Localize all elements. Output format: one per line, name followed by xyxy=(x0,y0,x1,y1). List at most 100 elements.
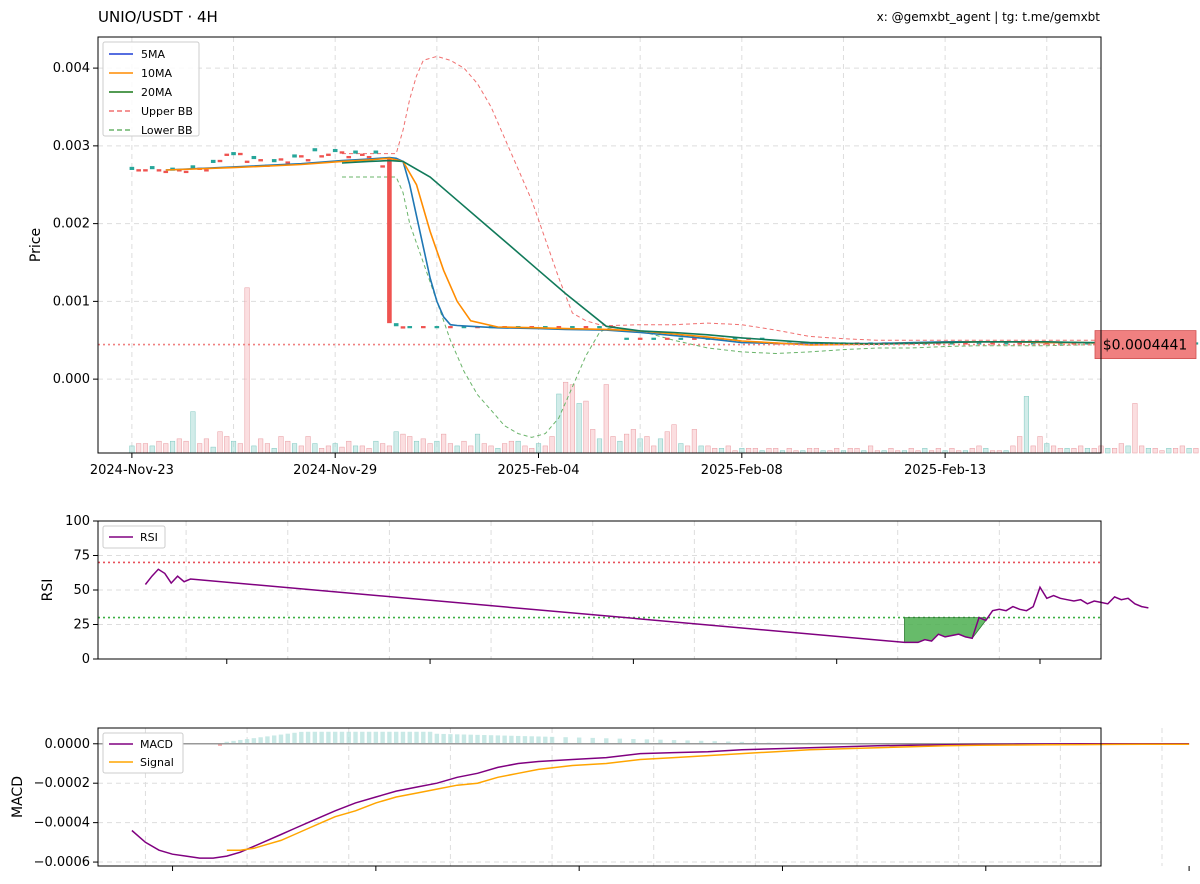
macd-histogram-bar xyxy=(604,738,609,744)
volume-bar xyxy=(420,438,426,454)
volume-bar xyxy=(786,448,792,454)
price-legend xyxy=(102,41,200,137)
volume-bar xyxy=(434,440,440,454)
volume-bar xyxy=(1023,396,1030,454)
volume-bar xyxy=(610,436,616,454)
volume-bar xyxy=(813,448,819,454)
volume-bar xyxy=(298,445,304,454)
macd-histogram-bar xyxy=(353,731,358,744)
volume-bar xyxy=(685,445,691,454)
candle-body xyxy=(271,159,277,163)
macd-histogram-bar xyxy=(305,731,311,744)
legend-label: MACD xyxy=(140,738,173,751)
macd-histogram-bar xyxy=(387,731,392,744)
rsi-ytick-label: 75 xyxy=(73,549,90,564)
macd-histogram-bar xyxy=(251,738,257,744)
volume-bar xyxy=(868,445,874,454)
volume-bar xyxy=(129,445,135,454)
candle-body xyxy=(448,326,453,329)
candle-body xyxy=(651,337,657,340)
volume-bar xyxy=(908,448,914,454)
volume-bar xyxy=(1084,448,1090,454)
macd-histogram-bar xyxy=(265,736,270,744)
volume-bar xyxy=(1078,445,1084,454)
volume-bar xyxy=(1017,436,1023,454)
candle-body xyxy=(129,166,135,170)
rsi-line xyxy=(144,568,1149,644)
volume-bar xyxy=(264,443,270,454)
volume-bar xyxy=(1112,448,1118,454)
macd-histogram-bar xyxy=(658,739,663,744)
volume-bar xyxy=(176,438,182,454)
legend-label: 20MA xyxy=(141,86,172,99)
price-frame xyxy=(97,36,1102,454)
candle-body xyxy=(1058,342,1063,345)
volume-bar xyxy=(888,448,894,454)
macd-histogram-bar xyxy=(231,740,236,744)
volume-bar xyxy=(1172,448,1179,454)
price-ytick-label: 0.000 xyxy=(53,372,90,387)
macd-ytick-label: 0.0000 xyxy=(45,737,91,752)
volume-bar xyxy=(549,436,555,454)
volume-bar xyxy=(969,448,975,454)
volume-bar xyxy=(325,445,331,454)
volume-bar xyxy=(773,448,779,454)
volume-bar xyxy=(1186,448,1192,454)
macd-histogram-bar xyxy=(217,743,222,746)
price-axis-label: Price xyxy=(28,228,44,262)
macd-histogram-bar xyxy=(461,734,467,744)
candle-body xyxy=(366,155,372,159)
candle-body xyxy=(326,153,331,156)
macd-ytick-label: −0.0006 xyxy=(34,855,90,870)
lower-bb-line xyxy=(342,176,1190,438)
candle-body xyxy=(570,326,575,329)
macd-histogram-bar xyxy=(360,731,365,744)
macd-histogram-bar xyxy=(346,731,351,744)
volume-bar xyxy=(413,440,420,454)
volume-bar xyxy=(291,443,298,454)
volume-bar xyxy=(746,448,752,454)
macd-ytick-label: −0.0004 xyxy=(34,816,90,831)
volume-bar xyxy=(156,440,162,454)
candle-body xyxy=(251,155,257,160)
candle-body xyxy=(299,155,304,158)
volume-bar xyxy=(752,448,758,454)
legend-label: Upper BB xyxy=(141,105,193,118)
candle-body xyxy=(258,159,263,162)
candle-body xyxy=(210,159,216,163)
volume-bar xyxy=(386,445,392,454)
volume-bar xyxy=(766,448,772,454)
volume-bar xyxy=(949,448,955,454)
volume-bar xyxy=(522,445,528,454)
macd-histogram-bar xyxy=(393,731,399,744)
volume-bar xyxy=(305,436,311,454)
candle-body xyxy=(244,160,250,163)
price-ytick-label: 0.004 xyxy=(53,61,90,76)
candle-body xyxy=(1071,342,1077,345)
macd-histogram-bar xyxy=(380,731,385,744)
volume-bar xyxy=(217,431,223,454)
macd-histogram-bar xyxy=(563,737,568,744)
chart-title: UNIO/USDT · 4H xyxy=(98,8,218,26)
volume-bar xyxy=(624,433,630,454)
volume-bar xyxy=(210,446,216,454)
candle-body xyxy=(976,342,982,345)
volume-bar xyxy=(447,443,453,454)
volume-bar xyxy=(237,443,243,454)
candle-body xyxy=(732,337,738,340)
macd-histogram-bar xyxy=(421,731,426,744)
volume-bar xyxy=(691,429,697,454)
legend-label: Signal xyxy=(140,756,174,769)
volume-bar xyxy=(508,440,514,454)
candle-body xyxy=(678,337,684,340)
volume-bar xyxy=(380,443,386,454)
candle-body xyxy=(136,169,141,172)
candle-body xyxy=(583,326,589,329)
candle-body xyxy=(624,337,629,340)
macd-histogram-bar xyxy=(299,731,304,744)
candle-body xyxy=(664,337,670,340)
macd-histogram-bar xyxy=(712,741,717,744)
macd-histogram-bar xyxy=(739,741,745,744)
volume-bar xyxy=(502,443,508,454)
macd-histogram-bar xyxy=(454,734,460,744)
